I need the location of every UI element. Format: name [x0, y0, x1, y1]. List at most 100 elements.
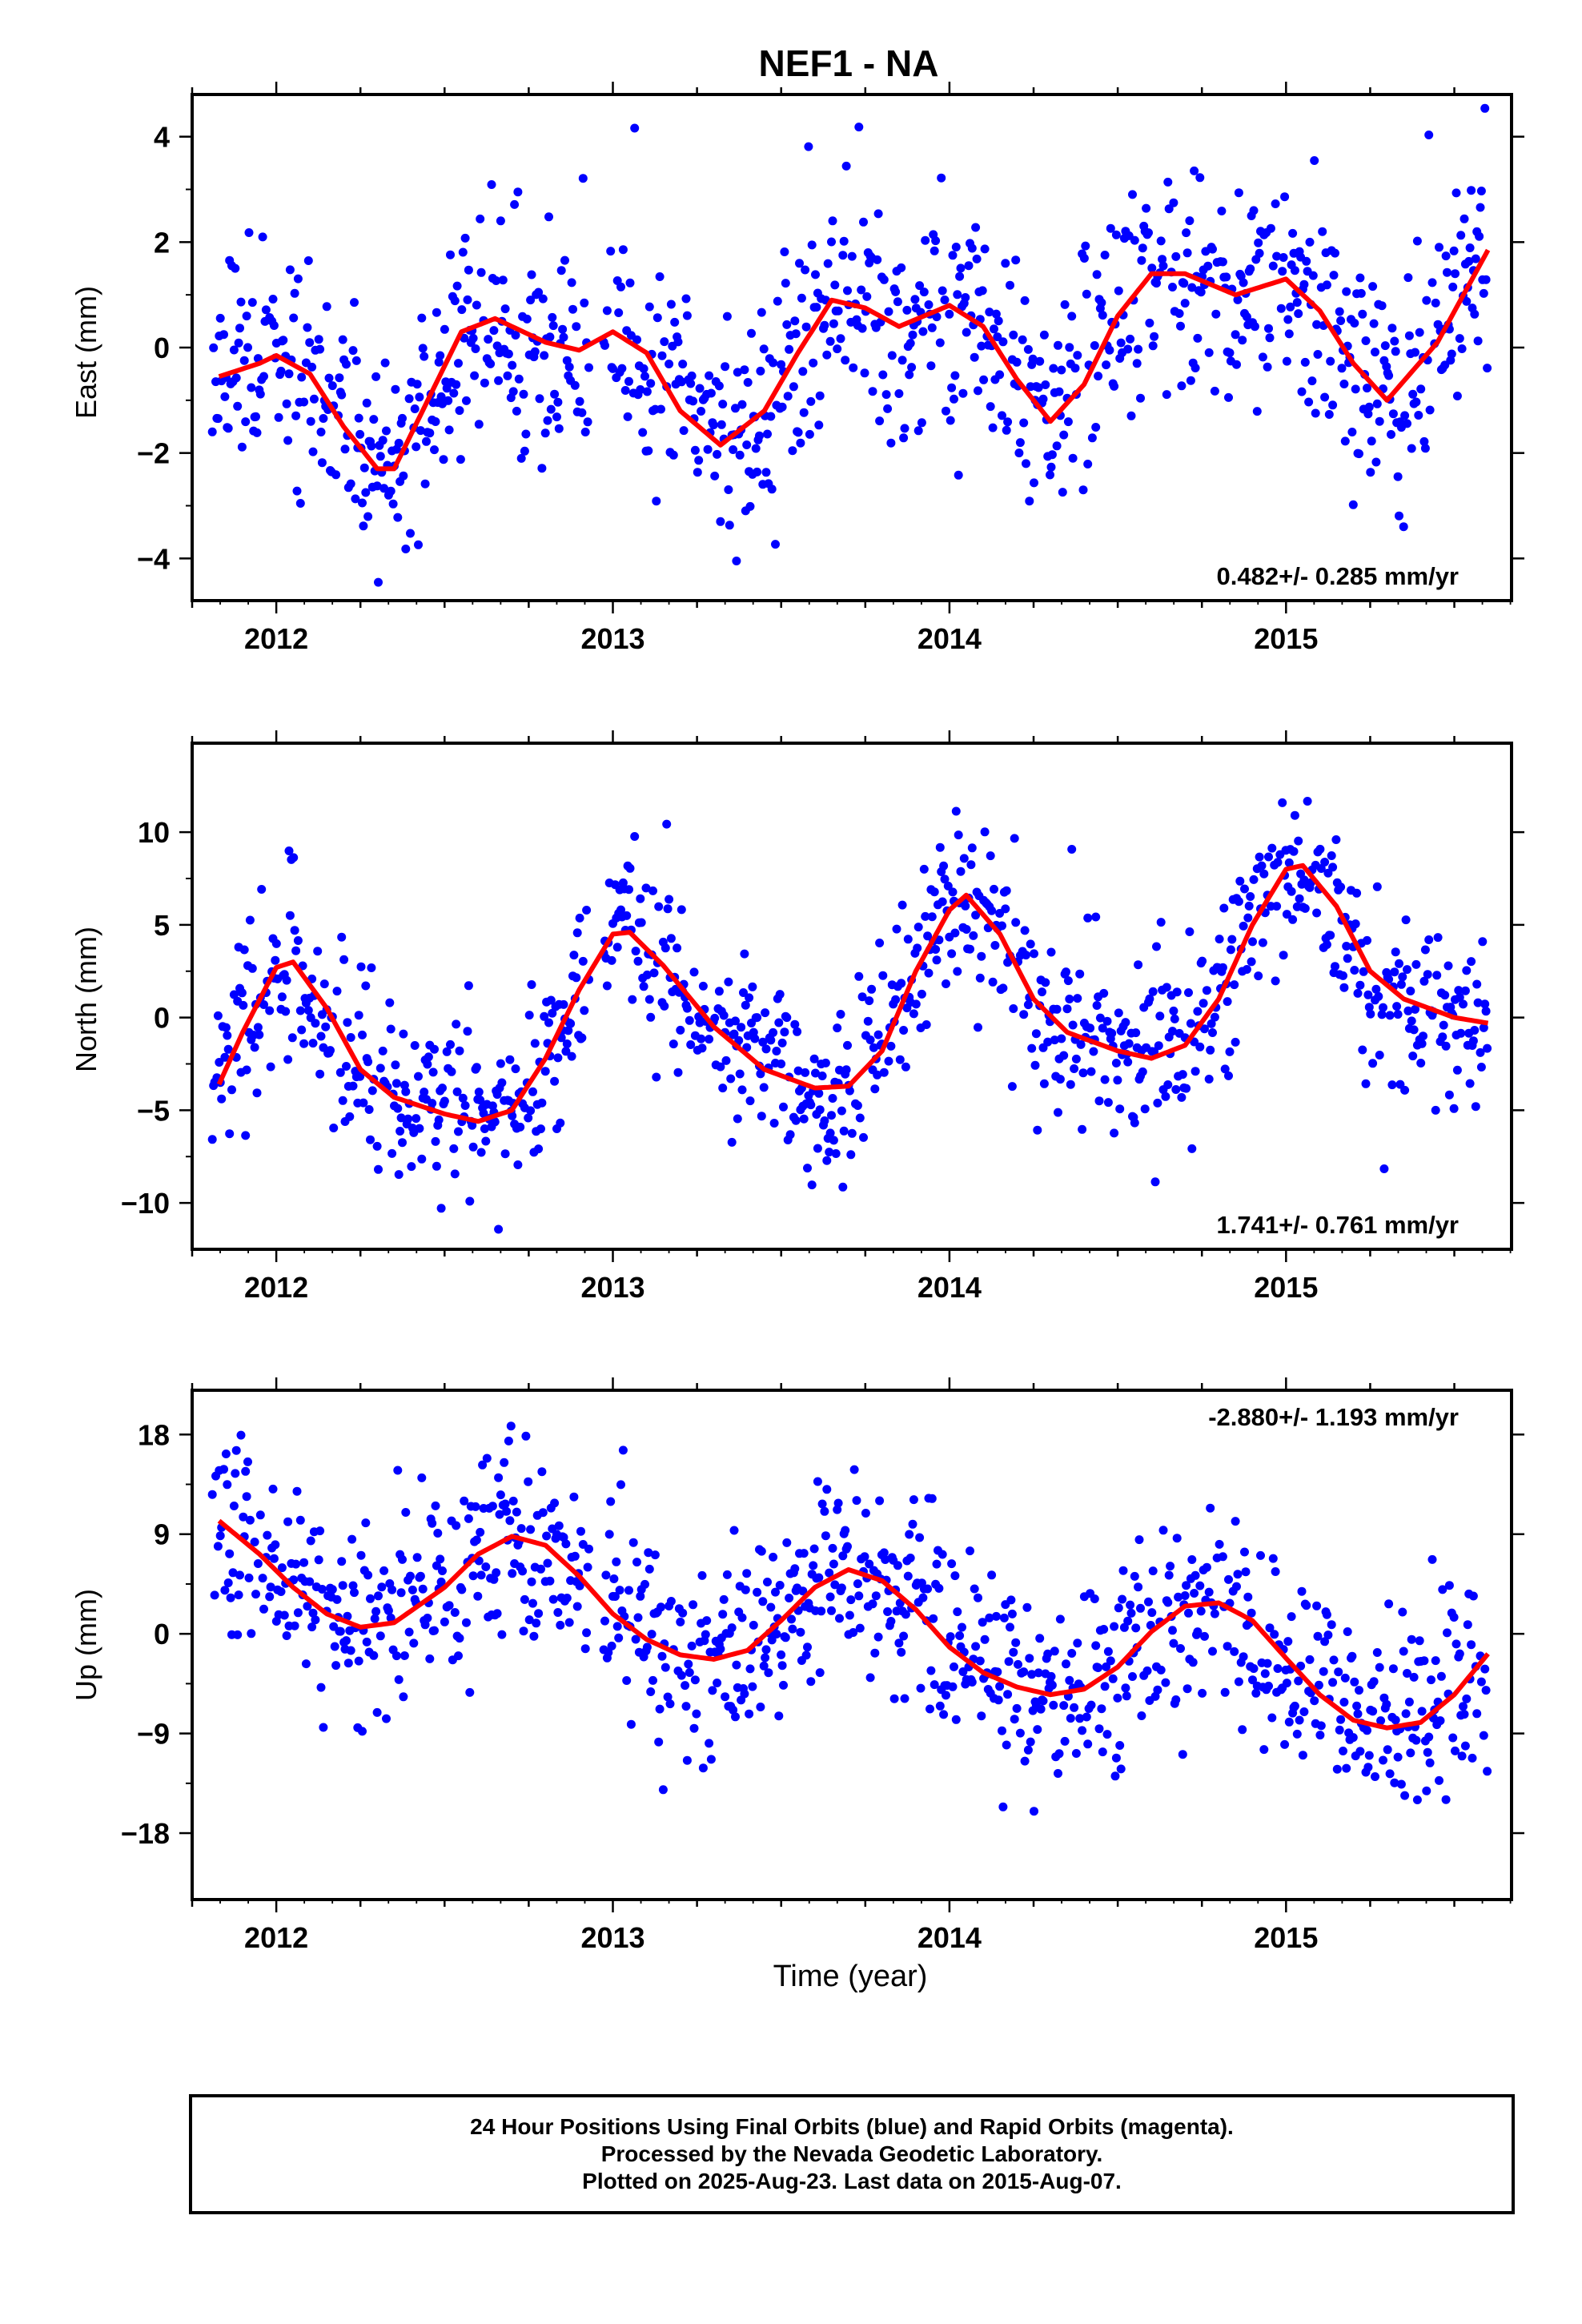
up-data-point — [975, 1656, 985, 1666]
caption-line-2: Processed by the Nevada Geodetic Laborat… — [600, 2141, 1103, 2166]
north-data-point — [1052, 1004, 1062, 1014]
up-data-point — [1320, 1637, 1330, 1647]
up-data-point — [930, 1680, 939, 1690]
north-x-axis: 2012 2013 2014 2015 — [191, 730, 1512, 1304]
up-data-point — [1336, 1715, 1346, 1724]
east-data-point — [1403, 419, 1411, 428]
east-data-point — [369, 415, 379, 424]
up-data-point — [1111, 1753, 1121, 1763]
up-data-point — [690, 1675, 700, 1685]
up-data-point — [1352, 1701, 1362, 1711]
east-data-point — [1311, 408, 1320, 418]
east-data-point — [879, 275, 889, 284]
up-data-point — [223, 1480, 232, 1490]
east-data-point — [1272, 251, 1282, 261]
north-data-point — [339, 955, 349, 964]
east-data-point — [425, 428, 435, 438]
east-y-axis-label: East (mm) — [70, 286, 102, 419]
east-data-point — [805, 429, 814, 439]
east-data-point — [1358, 309, 1367, 319]
up-data-point — [716, 1644, 725, 1654]
north-data-point — [297, 1025, 307, 1035]
east-data-point — [1415, 328, 1424, 337]
north-data-point — [229, 990, 239, 999]
up-data-point — [1099, 1625, 1109, 1634]
east-data-point — [646, 379, 656, 388]
east-data-point — [1252, 407, 1262, 416]
north-data-point — [685, 1015, 694, 1025]
east-data-point — [1324, 410, 1334, 419]
east-data-point — [913, 426, 923, 436]
north-data-point — [452, 1019, 461, 1029]
east-data-point — [470, 371, 480, 380]
east-data-point — [1264, 324, 1273, 333]
up-data-point — [366, 1594, 375, 1603]
up-data-point — [615, 1586, 624, 1595]
up-data-point — [1223, 1642, 1232, 1651]
east-data-point — [998, 337, 1008, 347]
east-data-point — [1339, 380, 1349, 388]
east-data-point — [1335, 307, 1344, 316]
east-data-point — [1479, 288, 1488, 298]
north-data-point — [1191, 1067, 1200, 1076]
north-data-point — [1371, 984, 1381, 994]
up-data-point — [825, 1592, 835, 1602]
up-data-point — [1299, 1707, 1309, 1716]
east-data-point — [472, 300, 481, 310]
up-data-point — [745, 1709, 754, 1719]
north-data-point — [745, 1096, 755, 1106]
east-data-point — [498, 275, 508, 285]
east-data-point — [843, 286, 852, 296]
east-data-point — [980, 244, 990, 254]
up-frame — [191, 1389, 1513, 1901]
north-data-point — [825, 1128, 835, 1138]
east-data-point — [1111, 230, 1121, 239]
east-data-point — [937, 173, 946, 183]
east-data-point — [290, 288, 299, 298]
up-data-point — [1329, 1655, 1339, 1665]
north-data-point — [1331, 962, 1339, 971]
north-data-point — [363, 1057, 373, 1067]
east-data-point — [731, 404, 740, 413]
north-data-point — [759, 1083, 769, 1092]
north-data-point — [1242, 965, 1251, 974]
up-data-point — [1339, 1698, 1349, 1707]
north-data-point — [1153, 1098, 1162, 1108]
east-data-point — [1465, 243, 1475, 252]
up-data-point — [1191, 1570, 1200, 1580]
east-data-point — [1136, 393, 1145, 403]
up-data-point — [764, 1668, 773, 1678]
north-y-axis-label: North (mm) — [70, 927, 102, 1072]
north-data-point — [225, 1129, 235, 1139]
up-data-point — [708, 1686, 717, 1695]
north-data-point — [468, 1120, 477, 1130]
up-data-point — [1055, 1614, 1065, 1624]
east-frame — [191, 93, 1513, 602]
x-tick-label: 2013 — [580, 1271, 644, 1304]
up-data-point — [450, 1608, 460, 1617]
east-data-point — [757, 308, 766, 317]
east-data-point — [231, 263, 240, 273]
east-data-point — [444, 396, 453, 405]
east-data-point — [243, 343, 252, 352]
north-data-point — [1246, 892, 1255, 901]
north-data-point — [1184, 988, 1193, 997]
north-data-point — [1279, 951, 1288, 960]
east-data-point — [1030, 478, 1038, 488]
up-data-point — [701, 1630, 710, 1639]
east-data-point — [572, 322, 581, 332]
east-data-point — [763, 429, 772, 439]
north-data-point — [1062, 967, 1070, 977]
east-data-point — [636, 385, 645, 394]
up-data-point — [855, 1623, 865, 1633]
east-data-point — [1387, 430, 1395, 439]
north-data-point — [825, 1148, 834, 1157]
east-data-point — [833, 306, 843, 316]
north-data-point — [639, 982, 648, 991]
east-data-point — [1435, 243, 1443, 252]
up-data-point — [845, 1610, 854, 1620]
up-data-point — [464, 1514, 473, 1523]
east-data-point — [350, 298, 359, 308]
up-data-point — [1243, 1592, 1253, 1602]
east-data-point — [1063, 417, 1073, 427]
